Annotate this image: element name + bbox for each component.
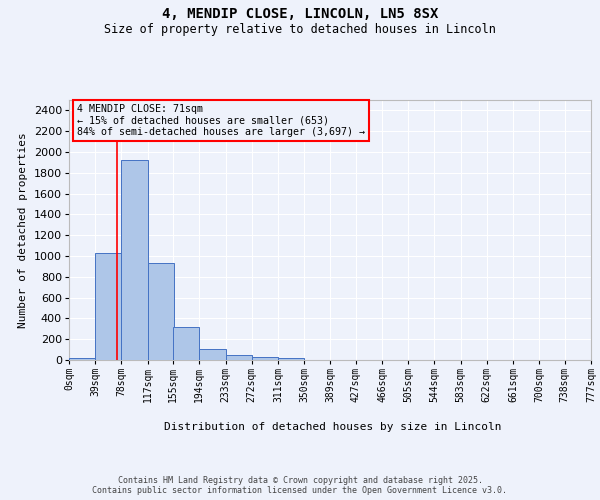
Bar — [121, 160, 148, 360]
Bar — [252, 358, 278, 360]
Bar — [173, 327, 199, 360]
Bar — [69, 358, 95, 360]
Bar — [95, 254, 121, 360]
Bar — [278, 358, 304, 360]
Text: Contains HM Land Registry data © Crown copyright and database right 2025.
Contai: Contains HM Land Registry data © Crown c… — [92, 476, 508, 495]
Text: Size of property relative to detached houses in Lincoln: Size of property relative to detached ho… — [104, 22, 496, 36]
Y-axis label: Number of detached properties: Number of detached properties — [18, 132, 28, 328]
Bar — [199, 348, 226, 360]
Bar — [148, 264, 174, 360]
Text: 4, MENDIP CLOSE, LINCOLN, LN5 8SX: 4, MENDIP CLOSE, LINCOLN, LN5 8SX — [162, 8, 438, 22]
Text: 4 MENDIP CLOSE: 71sqm
← 15% of detached houses are smaller (653)
84% of semi-det: 4 MENDIP CLOSE: 71sqm ← 15% of detached … — [77, 104, 365, 137]
Text: Distribution of detached houses by size in Lincoln: Distribution of detached houses by size … — [164, 422, 502, 432]
Bar — [226, 355, 252, 360]
